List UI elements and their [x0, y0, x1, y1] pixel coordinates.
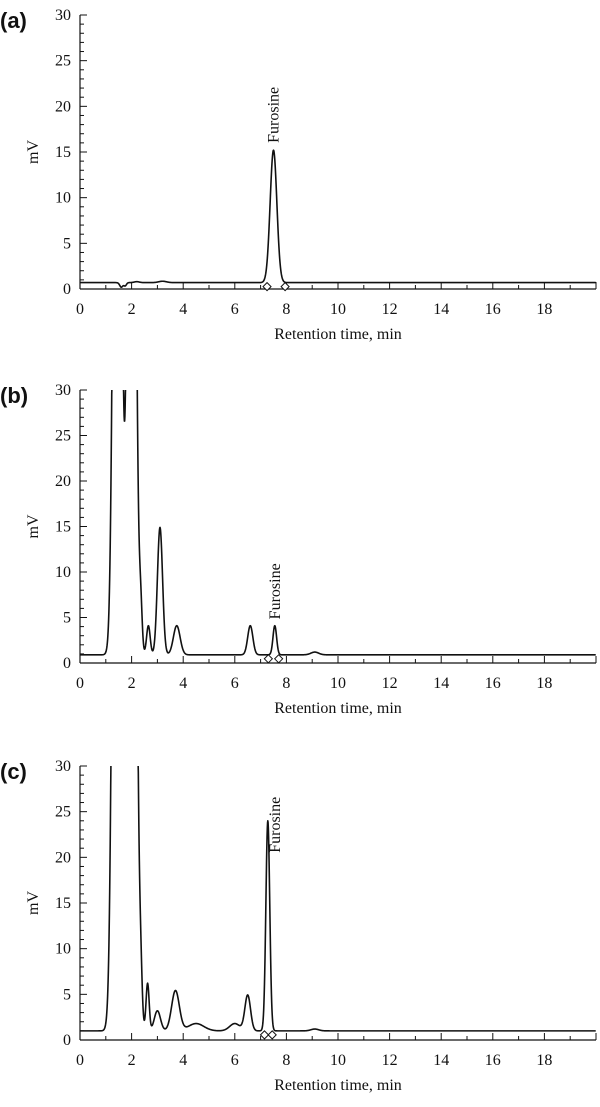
x-tick-label: 12 — [382, 675, 398, 692]
y-tick-label: 30 — [55, 758, 71, 775]
x-axis-title: Retention time, min — [274, 326, 402, 343]
chart-panel: (b) 0 5 10 15 20 25 30 0 2 4 6 8 10 12 14 16 18 Retention … — [0, 382, 597, 717]
integration-marker — [259, 1030, 270, 1040]
y-tick-label: 25 — [55, 428, 71, 445]
panel-label: (b) — [0, 383, 28, 408]
y-tick-label: 20 — [55, 473, 71, 490]
y-tick-label: 20 — [55, 98, 71, 115]
x-tick-label: 4 — [179, 301, 187, 318]
peak-annotation: Furosine — [267, 797, 284, 853]
integration-marker — [273, 654, 284, 664]
x-tick-label: 16 — [485, 1052, 501, 1069]
y-tick-label: 30 — [55, 7, 71, 24]
integration-marker — [263, 654, 274, 664]
y-tick-label: 15 — [55, 144, 71, 161]
y-axis-title: mV — [25, 140, 42, 164]
x-tick-label: 8 — [282, 1052, 290, 1069]
x-tick-label: 16 — [485, 675, 501, 692]
x-tick-label: 14 — [433, 1052, 449, 1069]
x-tick-label: 10 — [330, 1052, 346, 1069]
x-tick-label: 12 — [382, 301, 398, 318]
x-tick-label: 8 — [282, 675, 290, 692]
x-tick-label: 0 — [76, 301, 84, 318]
x-tick-label: 4 — [179, 1052, 187, 1069]
y-tick-label: 15 — [55, 519, 71, 536]
chromatogram-trace — [80, 149, 596, 289]
panel-label: (a) — [0, 8, 27, 33]
integration-marker — [280, 281, 290, 292]
x-tick-label: 8 — [282, 301, 290, 318]
x-axis-title: Retention time, min — [274, 1077, 402, 1094]
x-tick-label: 2 — [128, 1052, 136, 1069]
integration-marker — [262, 281, 272, 292]
x-tick-label: 6 — [231, 675, 239, 692]
y-tick-label: 10 — [55, 564, 71, 581]
chromatogram-trace — [80, 766, 596, 1032]
y-tick-label: 5 — [63, 235, 71, 252]
y-tick-label: 0 — [63, 281, 71, 298]
peak-annotation: Furosine — [267, 563, 284, 619]
y-tick-label: 5 — [63, 610, 71, 627]
x-tick-label: 12 — [382, 1052, 398, 1069]
integration-marker — [267, 1030, 277, 1040]
x-axis-title: Retention time, min — [274, 700, 402, 717]
x-tick-label: 10 — [330, 301, 346, 318]
y-tick-label: 10 — [55, 941, 71, 958]
x-tick-label: 18 — [536, 301, 552, 318]
y-tick-label: 5 — [63, 986, 71, 1003]
x-tick-label: 2 — [128, 301, 136, 318]
y-tick-label: 20 — [55, 849, 71, 866]
x-tick-label: 16 — [485, 301, 501, 318]
y-axis-title: mV — [25, 891, 42, 915]
chromatogram-trace — [80, 390, 596, 656]
x-tick-label: 0 — [76, 1052, 84, 1069]
y-tick-label: 0 — [63, 1032, 71, 1049]
x-tick-label: 6 — [231, 1052, 239, 1069]
chart-panel: (a) 0 5 10 15 20 25 30 0 2 4 6 8 10 12 14 16 18 Retention … — [0, 7, 597, 343]
y-tick-label: 10 — [55, 190, 71, 207]
x-tick-label: 4 — [179, 675, 187, 692]
x-tick-label: 14 — [433, 301, 449, 318]
x-tick-label: 14 — [433, 675, 449, 692]
x-tick-label: 0 — [76, 675, 84, 692]
x-tick-label: 6 — [231, 301, 239, 318]
x-tick-label: 18 — [536, 675, 552, 692]
chart-panel: (c) 0 5 10 15 20 25 30 0 2 4 6 8 10 12 14 16 18 Retention … — [0, 758, 597, 1094]
y-tick-label: 25 — [55, 53, 71, 70]
y-tick-label: 0 — [63, 655, 71, 672]
x-tick-label: 18 — [536, 1052, 552, 1069]
y-axis-title: mV — [25, 514, 42, 538]
peak-annotation: Furosine — [266, 87, 283, 143]
x-tick-label: 2 — [128, 675, 136, 692]
y-tick-label: 30 — [55, 382, 71, 399]
panel-label: (c) — [0, 759, 27, 784]
y-tick-label: 15 — [55, 895, 71, 912]
x-tick-label: 10 — [330, 675, 346, 692]
y-tick-label: 25 — [55, 804, 71, 821]
